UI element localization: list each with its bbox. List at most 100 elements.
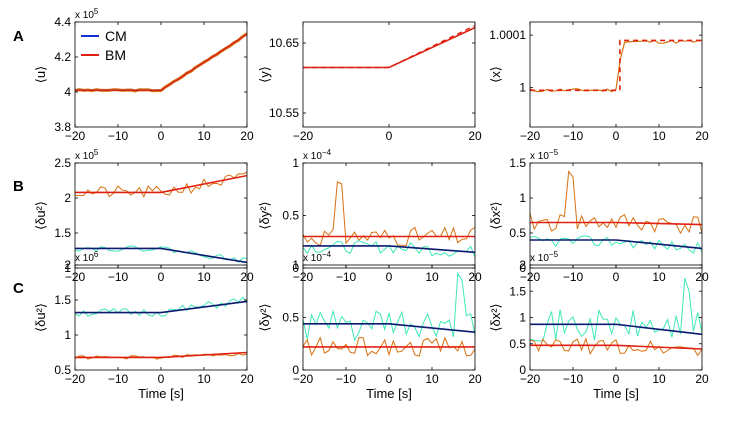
x-tick-label: 0 bbox=[386, 270, 393, 284]
y-axis-label: ⟨δu²⟩ bbox=[33, 303, 48, 332]
x-tick-label: 20 bbox=[240, 372, 254, 386]
y-tick-label: 1.5 bbox=[509, 156, 526, 170]
series-noisy-bm bbox=[530, 337, 702, 357]
plot-frame bbox=[74, 162, 248, 269]
x-tick-label: 20 bbox=[695, 372, 709, 386]
x-tick-label: −20 bbox=[293, 129, 314, 143]
x-tick-label: −10 bbox=[336, 372, 357, 386]
x-tick-label: 10 bbox=[197, 270, 211, 284]
x-tick-label: −10 bbox=[563, 129, 584, 143]
x-tick-label: −10 bbox=[336, 270, 357, 284]
x-tick-label: 10 bbox=[425, 270, 439, 284]
series-BM bbox=[75, 351, 247, 359]
y-tick-label: 1 bbox=[519, 191, 526, 205]
axis-exponent: x 105 bbox=[75, 148, 99, 162]
series-noisy-cm bbox=[530, 277, 702, 342]
series-CM bbox=[303, 245, 475, 254]
y-tick-label: 0.5 bbox=[509, 226, 526, 240]
series-group bbox=[530, 170, 702, 254]
series-noisy-bm bbox=[75, 171, 247, 199]
x-tick-label: 10 bbox=[652, 270, 666, 284]
y-tick-label: 2 bbox=[519, 258, 526, 272]
series-group bbox=[530, 39, 702, 93]
series-group bbox=[303, 181, 475, 258]
x-tick-label: −10 bbox=[108, 129, 129, 143]
y-tick-label: 0.5 bbox=[509, 337, 526, 351]
y-tick-label: 10.55 bbox=[269, 106, 299, 120]
y-tick-label: 4.4 bbox=[54, 15, 71, 29]
y-tick-label: 0.5 bbox=[282, 311, 299, 325]
x-axis-label: Time [s] bbox=[366, 386, 412, 401]
series-noisy bbox=[75, 32, 247, 93]
series-BM bbox=[530, 344, 702, 350]
series-group bbox=[530, 277, 702, 357]
y-tick-label: 0 bbox=[292, 261, 299, 275]
x-tick-label: −10 bbox=[108, 270, 129, 284]
series-group bbox=[75, 32, 247, 93]
axis-exponent: x 10−5 bbox=[530, 148, 559, 162]
x-axis-label: Time [s] bbox=[593, 386, 639, 401]
x-tick-label: 10 bbox=[197, 129, 211, 143]
chart-C2: −20 −10 0 10 20 0 0.5 1 ⟨δy²⟩ x 10−4 Time [s] bbox=[257, 250, 482, 401]
x-tick-label: 0 bbox=[158, 372, 165, 386]
series-CM bbox=[75, 247, 247, 264]
y-tick-label: 2.5 bbox=[54, 156, 71, 170]
y-tick-label: 1 bbox=[292, 258, 299, 272]
y-axis-label: ⟨x⟩ bbox=[488, 66, 503, 83]
chart-C3: −20 −10 0 10 20 0 0.5 1 1.5 2 ⟨δx²⟩ x 10−5 Time [s] bbox=[488, 250, 709, 401]
y-tick-label: 1.5 bbox=[509, 284, 526, 298]
axis-exponent: x 106 bbox=[75, 250, 99, 264]
series-CM bbox=[303, 322, 475, 333]
x-tick-label: −20 bbox=[520, 372, 541, 386]
plot-frame bbox=[74, 21, 248, 128]
x-axis-label: Time [s] bbox=[138, 386, 184, 401]
series-BM bbox=[530, 221, 702, 226]
x-tick-label: 10 bbox=[425, 372, 439, 386]
y-axis-label: ⟨u⟩ bbox=[33, 66, 48, 83]
x-tick-label: 0 bbox=[158, 270, 165, 284]
series-group bbox=[75, 296, 247, 360]
y-tick-label: 3.8 bbox=[54, 120, 71, 134]
y-tick-label: 0 bbox=[519, 261, 526, 275]
y-tick-label: 2 bbox=[64, 258, 71, 272]
x-tick-label: 0 bbox=[386, 372, 393, 386]
legend: CM BM bbox=[81, 28, 127, 63]
y-tick-label: 0.5 bbox=[282, 209, 299, 223]
axis-exponent: x 10−4 bbox=[303, 250, 332, 264]
axis-exponent: x 10−4 bbox=[303, 148, 332, 162]
x-tick-label: 10 bbox=[652, 129, 666, 143]
series-BM bbox=[75, 174, 247, 194]
series-noisy-bm bbox=[303, 336, 475, 357]
legend-label-cm: CM bbox=[105, 28, 127, 44]
x-tick-label: 20 bbox=[240, 129, 254, 143]
y-tick-label: 0 bbox=[519, 363, 526, 377]
x-tick-label: 20 bbox=[468, 129, 482, 143]
x-tick-label: 0 bbox=[613, 372, 620, 386]
series-CM bbox=[75, 300, 247, 314]
series-group bbox=[303, 271, 475, 357]
x-tick-label: −10 bbox=[563, 270, 584, 284]
series-CM bbox=[530, 239, 702, 250]
y-tick-label: 4.2 bbox=[54, 50, 71, 64]
y-tick-label: 4 bbox=[64, 85, 71, 99]
x-tick-label: 20 bbox=[468, 372, 482, 386]
series-noisy-cm bbox=[303, 271, 475, 342]
y-tick-label: 1.5 bbox=[54, 226, 71, 240]
x-tick-label: 10 bbox=[197, 372, 211, 386]
y-axis-label: ⟨δu²⟩ bbox=[33, 201, 48, 230]
series-noisy-cm bbox=[75, 296, 247, 317]
series-BM bbox=[75, 33, 247, 91]
series-noisy-cm bbox=[530, 235, 702, 254]
y-axis-label: ⟨δy²⟩ bbox=[257, 303, 272, 331]
plot-frame bbox=[529, 21, 703, 128]
y-tick-label: 1 bbox=[519, 81, 526, 95]
series-group bbox=[75, 171, 247, 264]
series-BM-dashed bbox=[303, 24, 475, 69]
y-tick-label: 1 bbox=[64, 328, 71, 342]
x-tick-label: −20 bbox=[65, 372, 86, 386]
x-tick-label: −20 bbox=[65, 129, 86, 143]
